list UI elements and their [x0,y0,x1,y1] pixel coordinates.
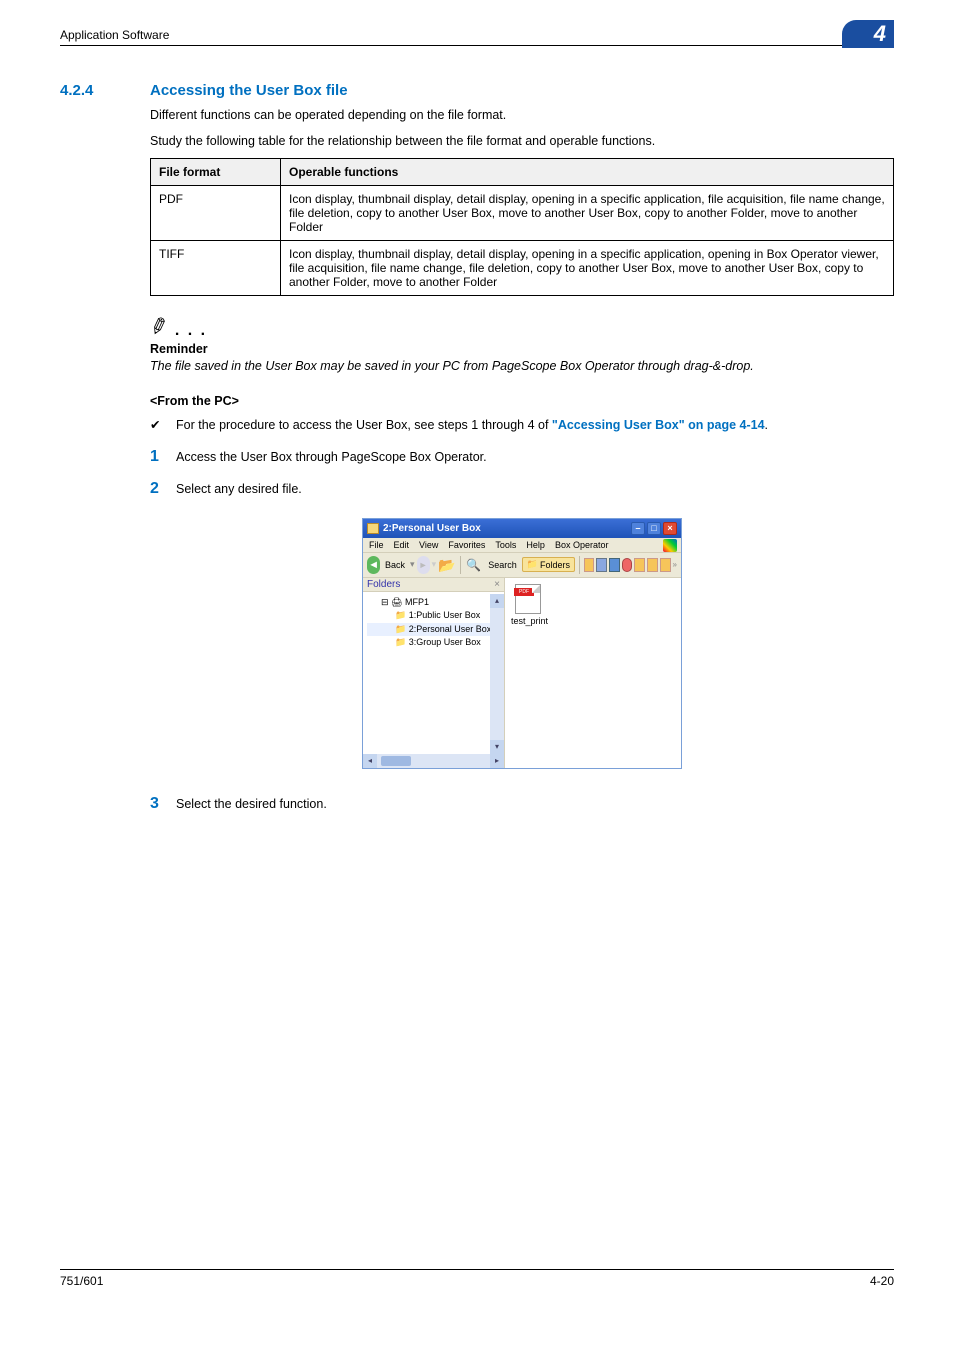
windows-flag-icon [663,539,677,552]
toolbar-icon-5[interactable] [634,558,645,572]
menu-edit[interactable]: Edit [394,540,410,550]
toolbar-icon-3[interactable] [609,558,620,572]
page-header: Application Software [60,28,894,46]
check-item: ✔ For the procedure to access the User B… [150,416,894,434]
cell-functions: Icon display, thumbnail display, detail … [281,241,894,296]
window-titlebar: 2:Personal User Box – □ × [363,519,681,538]
breadcrumb: Application Software [60,28,169,45]
step-2: 2 Select any desired file. [150,480,894,498]
reminder-label: Reminder [150,342,894,356]
section-title: Accessing the User Box file [150,82,348,99]
toolbar-icon-6[interactable] [647,558,658,572]
up-folder-icon[interactable]: 📂 [438,557,455,573]
xref-link[interactable]: "Accessing User Box" on page 4-14 [552,418,765,432]
toolbar-icon-4[interactable] [622,558,633,572]
step-text: Access the User Box through PageScope Bo… [176,448,487,466]
toolbar-icon-7[interactable] [660,558,671,572]
cell-functions: Icon display, thumbnail display, detail … [281,186,894,241]
menu-bar: File Edit View Favorites Tools Help Box … [363,538,681,553]
forward-button: ► [417,556,430,574]
page-footer: 751/601 4-20 [60,1269,894,1288]
menu-tools[interactable]: Tools [495,540,516,550]
reminder-note: ✎ . . . Reminder The file saved in the U… [150,314,894,376]
window-title: 2:Personal User Box [383,523,481,534]
search-icon[interactable]: 🔍 [466,558,481,572]
folders-icon: 📁 [527,559,538,570]
note-dots: . . . [168,322,207,339]
step-1: 1 Access the User Box through PageScope … [150,448,894,466]
footer-right: 4-20 [870,1274,894,1288]
section-number: 4.2.4 [60,82,150,99]
minimize-button[interactable]: – [631,522,645,535]
file-name: test_print [511,616,548,626]
horizontal-scrollbar[interactable]: ◂ ▸ [363,754,504,768]
tree-item-selected[interactable]: 📁 2:Personal User Box [367,623,500,637]
close-button[interactable]: × [663,522,677,535]
folder-icon [367,523,379,534]
file-format-table: File format Operable functions PDF Icon … [150,158,894,296]
step-number: 2 [150,480,176,498]
menu-box-operator[interactable]: Box Operator [555,540,609,550]
toolbar: ◄ Back ▾ ► ▾ 📂 🔍 Search 📁 Folders [363,553,681,578]
folders-toggle[interactable]: 📁 Folders [522,557,575,572]
tree-item[interactable]: 📁 3:Group User Box [367,636,500,650]
tree-item[interactable]: 📁 1:Public User Box [367,609,500,623]
table-row: PDF Icon display, thumbnail display, det… [151,186,894,241]
screenshot-window: 2:Personal User Box – □ × File Edit View… [362,518,682,769]
back-label[interactable]: Back [385,560,405,570]
check-icon: ✔ [150,416,176,434]
step-text: Select the desired function. [176,795,327,813]
section-heading: 4.2.4 Accessing the User Box file [60,82,894,99]
chapter-badge: 4 [842,20,894,48]
menu-file[interactable]: File [369,540,384,550]
folders-pane: Folders × ⊟ 🖨 MFP1 📁 1:Public User Box 📁… [363,578,505,768]
pdf-icon: PDF [515,584,541,614]
menu-view[interactable]: View [419,540,438,550]
check-text: For the procedure to access the User Box… [176,416,768,434]
chevron-icon[interactable]: » [673,560,677,569]
intro-paragraph-2: Study the following table for the relati… [150,133,894,151]
tree-root[interactable]: ⊟ 🖨 MFP1 [367,596,500,610]
search-label[interactable]: Search [488,560,517,570]
vertical-scrollbar[interactable]: ▴ ▾ [490,594,504,754]
folders-pane-title: Folders [367,579,400,590]
maximize-button[interactable]: □ [647,522,661,535]
step-number: 3 [150,795,176,813]
menu-help[interactable]: Help [526,540,545,550]
menu-favorites[interactable]: Favorites [448,540,485,550]
cell-format: PDF [151,186,281,241]
table-header-functions: Operable functions [281,159,894,186]
table-row: TIFF Icon display, thumbnail display, de… [151,241,894,296]
cell-format: TIFF [151,241,281,296]
toolbar-icon-2[interactable] [596,558,607,572]
intro-paragraph-1: Different functions can be operated depe… [150,107,894,125]
step-text: Select any desired file. [176,480,302,498]
table-header-format: File format [151,159,281,186]
file-list-pane: PDF test_print [505,578,681,768]
step-3: 3 Select the desired function. [150,795,894,813]
folders-close-icon[interactable]: × [494,579,500,590]
footer-left: 751/601 [60,1274,103,1288]
file-item[interactable]: PDF test_print [511,584,545,626]
reminder-body: The file saved in the User Box may be sa… [150,358,894,376]
step-number: 1 [150,448,176,466]
from-pc-heading: <From the PC> [150,394,894,408]
back-button-icon[interactable]: ◄ [367,556,380,574]
toolbar-icon-1[interactable] [584,558,595,572]
